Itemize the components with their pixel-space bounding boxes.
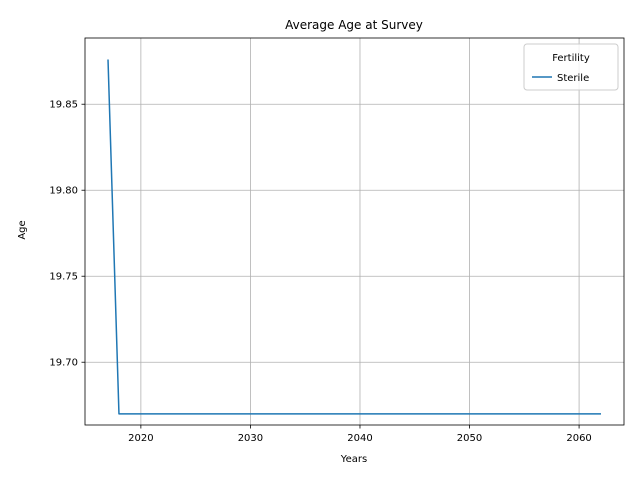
legend-entry-sterile: Sterile <box>557 73 589 84</box>
y-tick-label: 19.70 <box>49 358 78 369</box>
x-tick-label: 2060 <box>566 433 591 444</box>
y-axis-label: Age <box>17 220 28 239</box>
y-axis-ticks: 19.70 19.75 19.80 19.85 <box>49 100 85 369</box>
legend-title: Fertility <box>552 53 590 64</box>
x-tick-label: 2050 <box>457 433 482 444</box>
legend-box <box>523 43 619 91</box>
plot-area <box>107 59 601 415</box>
y-tick-label: 19.80 <box>49 186 78 197</box>
y-tick-label: 19.85 <box>49 100 78 111</box>
y-tick-label: 19.75 <box>49 272 78 283</box>
x-tick-label: 2020 <box>128 433 153 444</box>
x-tick-label: 2040 <box>347 433 372 444</box>
grid-lines <box>85 38 624 425</box>
axes-frame <box>84 37 625 426</box>
x-axis-ticks: 2020 2030 2040 2050 2060 <box>128 425 592 444</box>
legend: Fertility Sterile <box>523 43 619 91</box>
chart-title: Average Age at Survey <box>285 18 423 32</box>
series-line-sterile <box>107 59 601 415</box>
x-tick-label: 2030 <box>238 433 263 444</box>
x-axis-label: Years <box>340 454 367 465</box>
